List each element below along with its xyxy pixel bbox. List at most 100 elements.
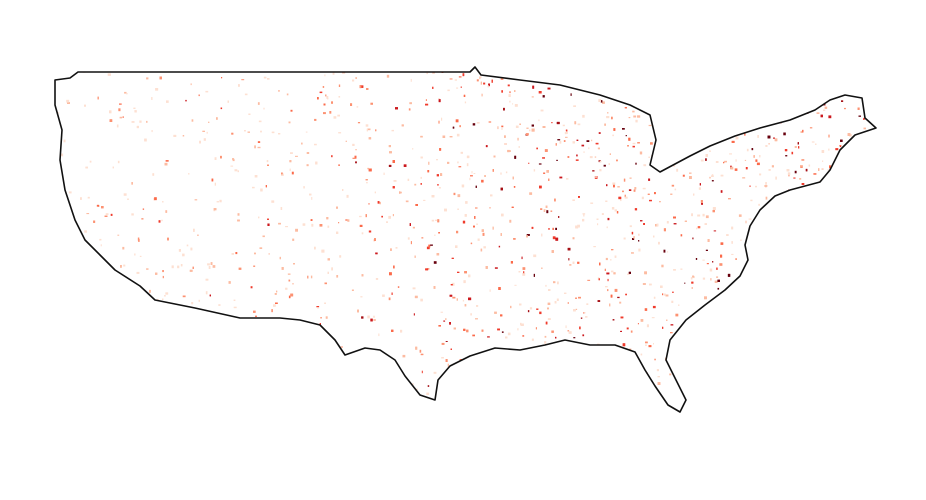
density-cell (577, 375, 581, 379)
density-cell (572, 141, 575, 144)
density-cell (67, 263, 69, 266)
density-cell (523, 74, 526, 77)
density-cell (837, 216, 841, 220)
density-cell (320, 367, 322, 370)
density-cell (833, 220, 836, 223)
density-cell (400, 329, 403, 333)
density-cell (822, 250, 825, 253)
density-cell (777, 73, 781, 76)
density-cell (508, 94, 511, 97)
density-cell (252, 186, 255, 189)
density-cell (531, 96, 534, 98)
density-cell (727, 372, 730, 374)
density-cell (862, 361, 866, 364)
density-cell (728, 198, 731, 200)
density-cell (532, 356, 536, 358)
density-cell (830, 334, 832, 337)
density-cell (706, 117, 708, 120)
density-cell (545, 284, 547, 287)
density-cell (843, 314, 847, 318)
density-cell (632, 238, 635, 240)
density-cell (624, 196, 628, 199)
density-cell (345, 219, 348, 221)
density-cell (489, 207, 491, 209)
density-cell (609, 360, 612, 362)
density-cell (117, 160, 120, 164)
density-cell (485, 145, 488, 148)
density-cell (838, 335, 841, 339)
density-cell (675, 80, 677, 82)
density-cell (701, 91, 703, 93)
density-cell (725, 402, 728, 405)
density-cell (705, 390, 707, 393)
density-cell (433, 407, 436, 411)
density-cell (860, 259, 862, 262)
density-cell (723, 69, 726, 72)
density-cell (401, 124, 404, 127)
density-cell (407, 394, 410, 397)
density-cell (542, 390, 544, 392)
density-cell (830, 170, 833, 174)
density-cell (753, 311, 757, 314)
density-cell (451, 375, 454, 379)
density-cell (447, 89, 450, 92)
density-cell (543, 172, 546, 174)
density-cell (776, 399, 779, 402)
density-cell (254, 344, 257, 348)
density-cell (461, 377, 463, 379)
density-cell (618, 196, 622, 200)
density-cell (438, 325, 441, 327)
density-cell (783, 114, 785, 117)
density-cell (625, 350, 627, 353)
density-cell (638, 233, 640, 236)
density-cell (582, 69, 584, 73)
density-cell (864, 206, 866, 210)
density-cell (849, 345, 852, 348)
density-cell (281, 267, 284, 270)
density-cell (809, 296, 811, 299)
density-cell (392, 160, 395, 163)
density-cell (740, 403, 744, 407)
density-cell (717, 114, 721, 116)
density-cell (291, 171, 294, 175)
density-cell (122, 381, 124, 384)
density-cell (658, 399, 661, 403)
density-cell (840, 162, 842, 165)
density-cell (582, 334, 585, 337)
density-cell (401, 384, 405, 387)
density-cell (770, 203, 773, 206)
density-cell (850, 377, 854, 380)
density-cell (754, 336, 758, 339)
density-cell (775, 396, 777, 400)
density-cell (735, 295, 738, 299)
density-cell (119, 116, 123, 119)
density-cell (806, 299, 809, 302)
density-cell (427, 385, 430, 387)
density-cell (196, 368, 200, 371)
density-cell (428, 244, 431, 248)
density-cell (731, 241, 733, 244)
density-cell (604, 123, 606, 126)
density-cell (241, 342, 243, 345)
density-cell (821, 378, 824, 382)
density-cell (620, 330, 622, 332)
density-cell (870, 174, 873, 177)
density-cell (803, 319, 805, 321)
density-cell (538, 75, 540, 78)
density-cell (460, 86, 462, 88)
density-cell (719, 263, 723, 266)
density-cell (759, 121, 763, 124)
density-cell (710, 386, 713, 390)
density-cell (597, 223, 599, 226)
density-cell (295, 228, 298, 232)
density-cell (165, 292, 169, 295)
density-cell (469, 177, 471, 181)
density-cell (743, 395, 745, 398)
density-cell (872, 272, 875, 274)
density-cell (125, 93, 128, 95)
density-cell (118, 108, 121, 112)
density-cell (470, 175, 473, 177)
density-cell (335, 372, 338, 375)
density-cell (816, 342, 819, 344)
density-cell (180, 395, 183, 397)
